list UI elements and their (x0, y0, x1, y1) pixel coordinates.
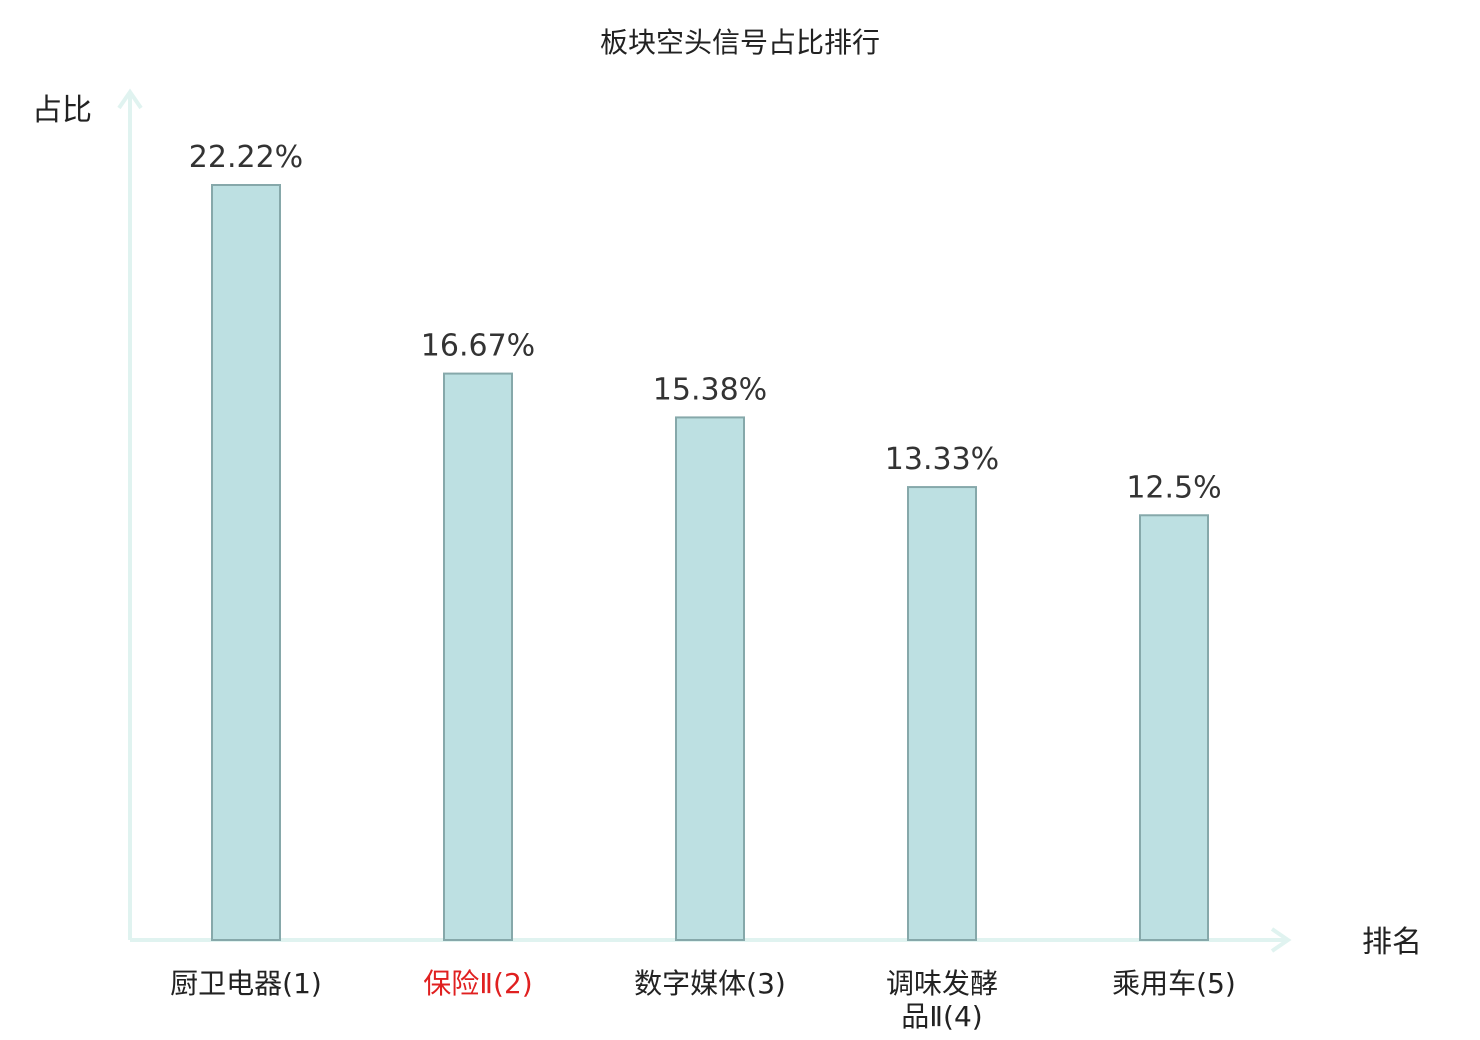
value-label-4: 13.33% (885, 442, 999, 477)
x-tick-label-3: 数字媒体(3) (634, 967, 786, 1000)
bar-2 (443, 372, 513, 942)
bar-3 (675, 416, 745, 941)
x-tick-label-1-line-1: 厨卫电器(1) (170, 967, 322, 1000)
y-axis (117, 88, 143, 940)
value-label-3: 15.38% (653, 372, 767, 407)
x-tick-label-4-line-1: 调味发酵 (886, 967, 998, 1000)
x-axis-label: 排名 (1362, 925, 1422, 960)
value-labels-group: 22.22% 16.67% 15.38% 13.33% 12.5% (189, 140, 1222, 505)
x-tick-label-2-line-1: 保险Ⅱ(2) (423, 967, 532, 1000)
x-tick-label-2: 保险Ⅱ(2) (423, 967, 532, 1000)
x-tick-label-5-line-1: 乘用车(5) (1112, 967, 1236, 1000)
x-tick-label-5: 乘用车(5) (1112, 967, 1236, 1000)
x-tick-label-4-line-2: 品Ⅱ(4) (901, 1000, 982, 1033)
x-tick-label-3-line-1: 数字媒体(3) (634, 967, 786, 1000)
x-tick-labels-group: 厨卫电器(1) 保险Ⅱ(2) 数字媒体(3) 调味发酵品Ⅱ(4) 乘用车(5) (170, 967, 1236, 1033)
bar-5 (1139, 514, 1209, 941)
bar-1 (211, 184, 281, 941)
value-label-2: 16.67% (421, 329, 535, 364)
x-tick-label-1: 厨卫电器(1) (170, 967, 322, 1000)
x-tick-label-4: 调味发酵品Ⅱ(4) (886, 967, 998, 1033)
value-label-1: 22.22% (189, 140, 303, 175)
bar-4 (907, 486, 977, 941)
chart-title: 板块空头信号占比排行 (600, 26, 880, 59)
y-axis-label: 占比 (32, 93, 92, 128)
value-label-5: 12.5% (1126, 470, 1221, 505)
bars-group (211, 184, 1209, 942)
